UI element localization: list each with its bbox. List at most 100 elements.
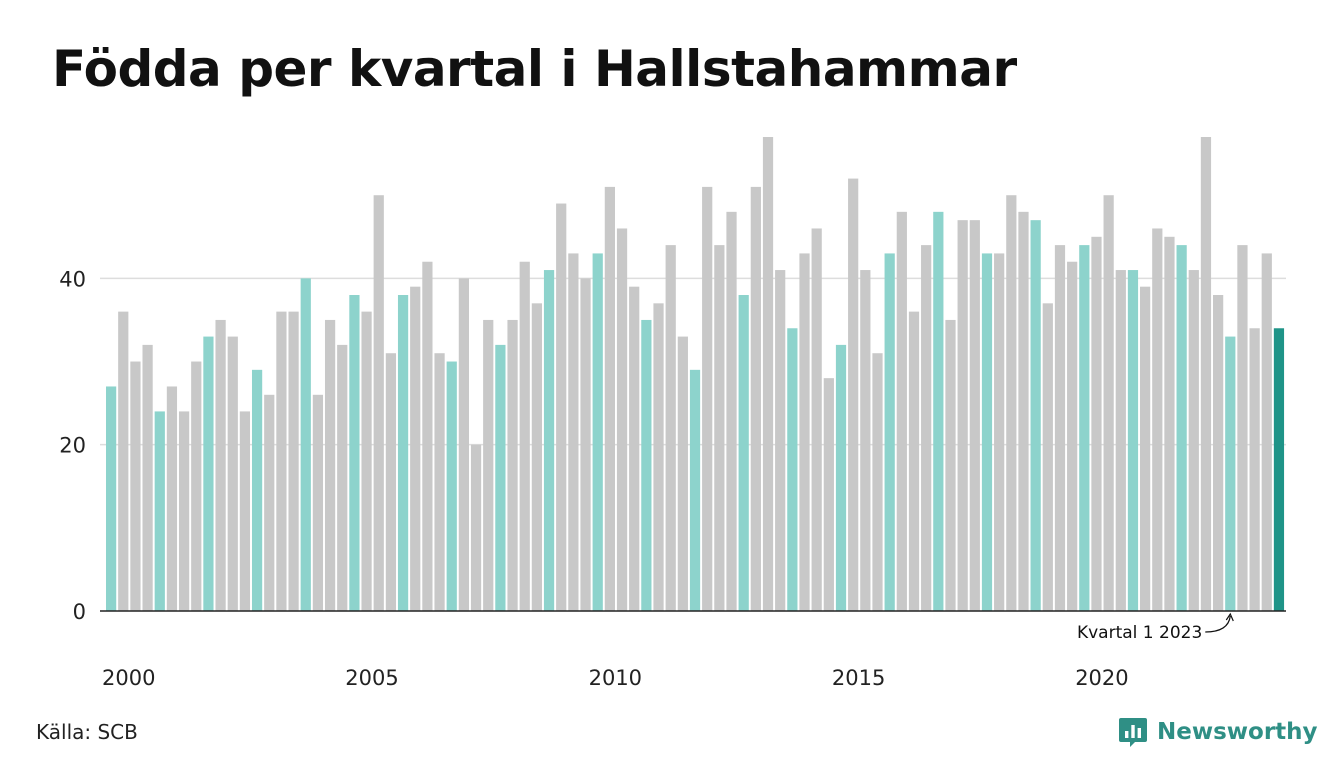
bar-2018-k1 [981, 253, 993, 612]
bar-2010-k4 [629, 286, 640, 611]
bar-2007-k1 [446, 361, 457, 611]
y-tick-label-0: 0 [73, 600, 86, 624]
bar-2005-k2 [361, 311, 372, 611]
bar-2002-k2 [215, 319, 226, 611]
annotation-arrow [1205, 615, 1231, 633]
bar-2016-k2 [896, 211, 907, 611]
x-tick-label-2015: 2015 [832, 666, 885, 690]
bar-2013-k2 [750, 186, 761, 611]
annotation-arrowhead [1225, 612, 1234, 622]
bar-2017-k2 [945, 319, 956, 611]
bar-2004-k4 [337, 344, 348, 611]
bar-2003-k4 [288, 311, 299, 611]
bar-2020-k1 [1079, 245, 1090, 612]
bar-2009-k2 [556, 203, 567, 611]
bar-2017-k1 [933, 211, 944, 611]
bar-2019-k4 [1067, 261, 1078, 611]
bar-2006-k4 [434, 353, 445, 611]
bar-2002-k3 [227, 336, 238, 611]
bar-2000-k1 [106, 386, 117, 611]
bar-2015-k1 [835, 344, 847, 611]
bar-2010-k3 [616, 228, 628, 611]
bar-2007-k3 [470, 444, 482, 611]
bar-2019-k3 [1054, 245, 1066, 612]
y-tick-label-40: 40 [59, 267, 86, 291]
bar-2013-k4 [775, 270, 786, 611]
bar-2014-k2 [799, 253, 810, 612]
bar-2015-k3 [860, 270, 871, 611]
bar-2008-k2 [507, 319, 518, 611]
bar-2010-k2 [604, 186, 615, 611]
bar-2017-k4 [969, 220, 980, 611]
brand-logo: Newsworthy [1118, 714, 1318, 750]
bar-2014-k3 [811, 228, 822, 611]
bar-2000-k4 [142, 344, 153, 611]
bar-2006-k2 [410, 286, 421, 611]
bar-2023-k2 [1237, 245, 1248, 612]
bar-2020-k3 [1103, 195, 1114, 611]
bar-2013-k1 [738, 295, 749, 611]
bar-2017-k3 [957, 220, 968, 611]
bar-2001-k3 [178, 411, 190, 611]
bar-2012-k1 [689, 369, 701, 611]
bar-2011-k1 [641, 319, 652, 611]
bar-2006-k1 [397, 295, 409, 611]
bar-2004-k3 [324, 319, 336, 611]
bar-2016-k4 [921, 245, 932, 612]
axes: 0 20 40 2000 2005 2010 2015 2020 [59, 267, 1286, 690]
bar-2022-k2 [1188, 270, 1199, 611]
x-tick-label-2010: 2010 [589, 666, 642, 690]
annotation-group: Kvartal 1 2023 [1077, 612, 1234, 643]
bar-2014-k1 [787, 328, 798, 611]
x-tick-label-2005: 2005 [345, 666, 398, 690]
bar-2003-k3 [276, 311, 287, 611]
bar-2019-k2 [1042, 303, 1053, 611]
bar-2011-k2 [653, 303, 664, 611]
x-tick-label-2000: 2000 [102, 666, 155, 690]
bar-2005-k4 [385, 353, 397, 611]
bar-2015-k2 [848, 178, 859, 611]
source-note: Källa: SCB [36, 720, 138, 744]
bar-2016-k3 [908, 311, 920, 611]
bar-2008-k3 [519, 261, 530, 611]
bar-2020-k2 [1091, 236, 1102, 612]
bar-2007-k2 [458, 278, 469, 611]
bar-2009-k1 [543, 270, 555, 611]
bar-2013-k3 [762, 137, 774, 611]
bar-2002-k1 [203, 336, 214, 611]
bar-2015-k4 [872, 353, 883, 611]
y-tick-label-20: 20 [59, 434, 86, 458]
bar-2000-k2 [118, 311, 129, 611]
bar-2011-k4 [677, 336, 688, 611]
bar-2001-k2 [166, 386, 178, 611]
annotation-label: Kvartal 1 2023 [1077, 623, 1202, 643]
bar-2004-k1 [300, 278, 311, 611]
bar-2001-k4 [191, 361, 202, 611]
bar-2011-k3 [665, 245, 676, 612]
bar-2005-k1 [349, 295, 360, 611]
bar-chart: 0 20 40 2000 2005 2010 2015 2020 Kvartal 1 2023 [59, 137, 1286, 690]
bar-2009-k3 [568, 253, 579, 612]
bar-2022-k4 [1213, 295, 1224, 611]
bar-2009-k4 [580, 278, 591, 611]
bar-2018-k4 [1018, 211, 1029, 611]
bar-2022-k1 [1176, 245, 1187, 612]
bar-2002-k4 [239, 411, 251, 611]
bar-2010-k1 [592, 253, 603, 612]
brand-name: Newsworthy [1157, 719, 1318, 745]
bars [106, 137, 1285, 612]
bar-2005-k3 [373, 195, 384, 611]
bar-2021-k4 [1164, 236, 1175, 612]
bar-2008-k4 [531, 303, 542, 611]
bar-2021-k3 [1152, 228, 1163, 611]
bar-2021-k2 [1140, 286, 1151, 611]
bar-2019-k1 [1030, 220, 1041, 611]
bar-2000-k3 [130, 361, 141, 611]
bar-2023-k1 [1225, 336, 1236, 611]
bar-2004-k2 [312, 394, 324, 611]
bar-2018-k2 [994, 253, 1005, 612]
bar-2020-k4 [1115, 270, 1126, 611]
bar-2003-k1 [251, 369, 263, 611]
bar-2022-k3 [1200, 137, 1212, 611]
bar-2001-k1 [154, 411, 165, 611]
